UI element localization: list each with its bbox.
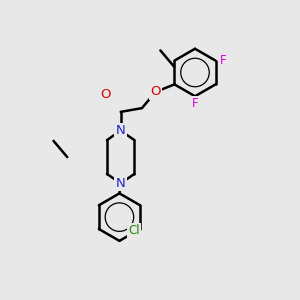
Text: F: F (192, 97, 198, 110)
Text: F: F (220, 54, 226, 67)
Text: O: O (100, 88, 111, 101)
Text: O: O (150, 85, 161, 98)
Text: N: N (116, 177, 126, 190)
Text: N: N (116, 124, 126, 137)
Text: Cl: Cl (128, 224, 140, 237)
